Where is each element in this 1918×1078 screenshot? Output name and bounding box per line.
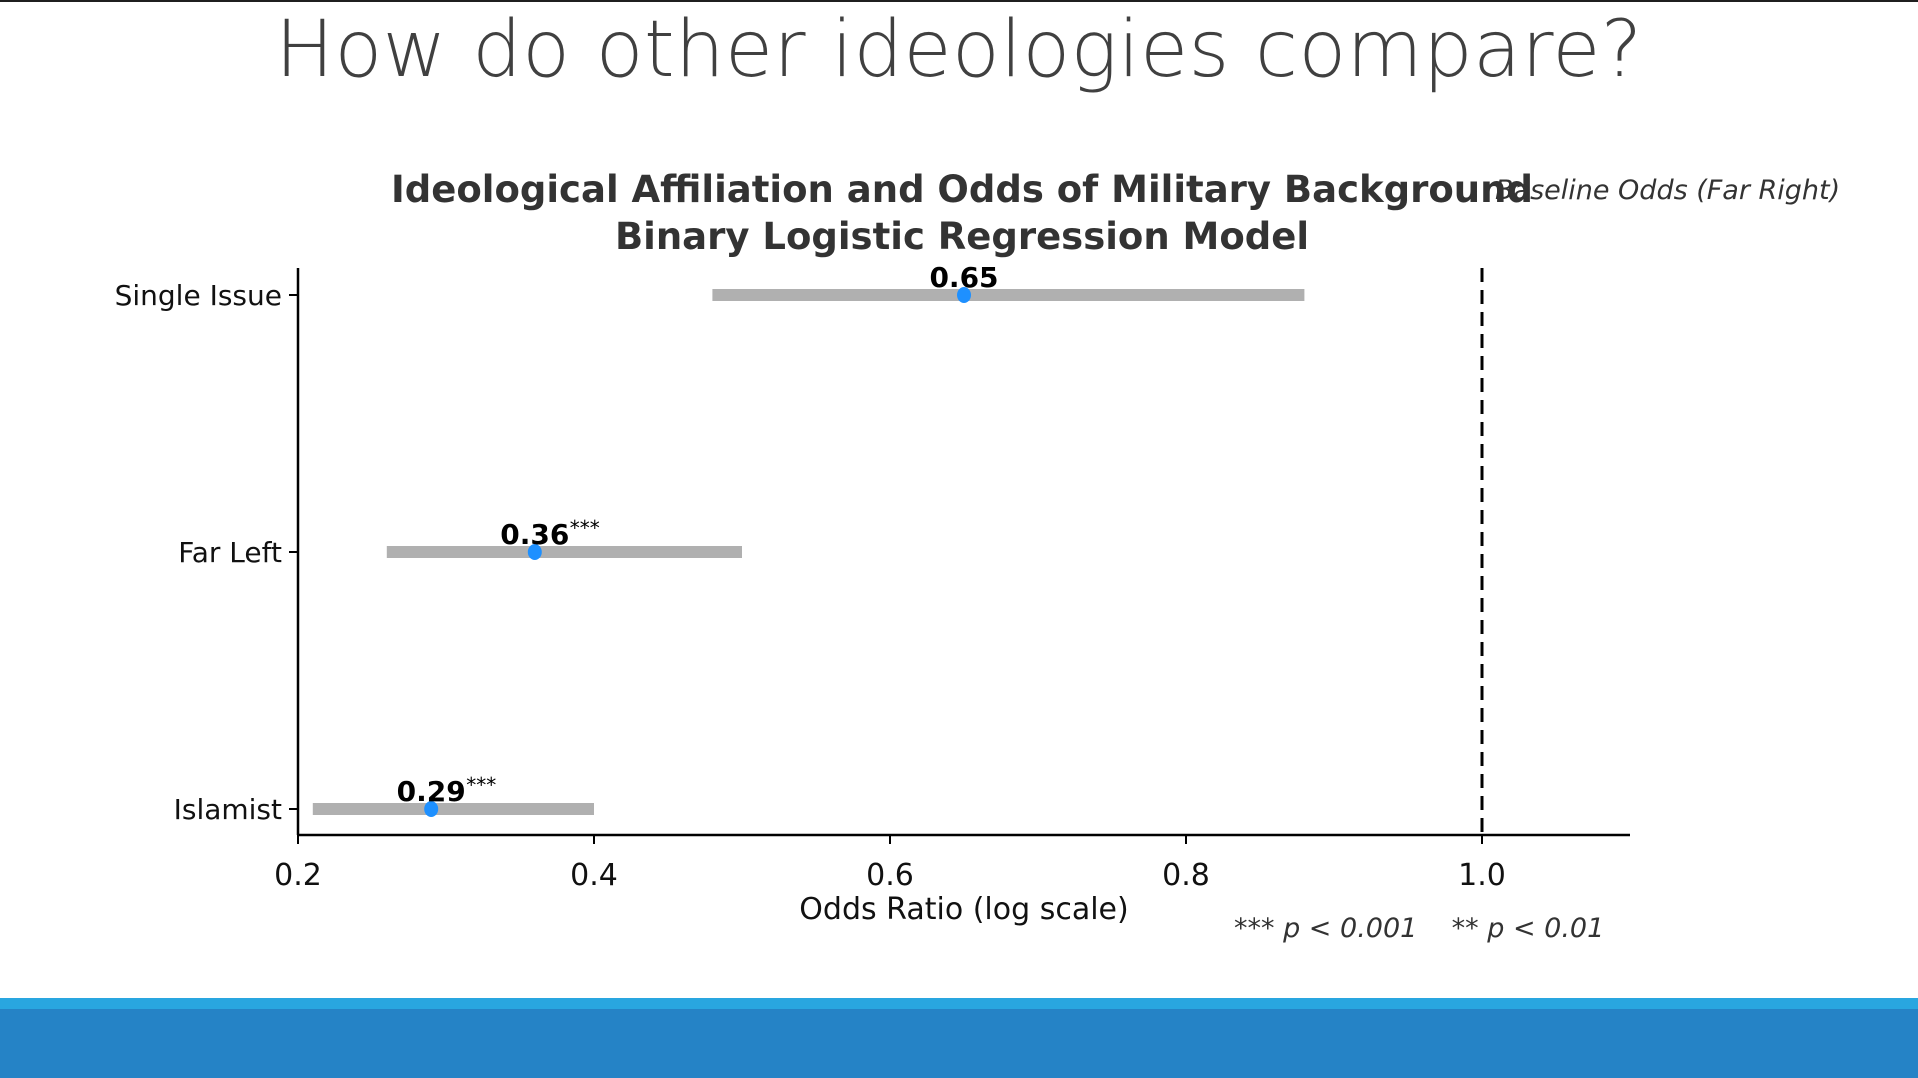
x-tick-label: 0.8: [1162, 858, 1210, 893]
top-rule: [0, 0, 1918, 2]
x-tick-label: 1.0: [1458, 858, 1506, 893]
y-tick-label: Islamist: [174, 793, 282, 826]
odds-ratio-point: [957, 287, 971, 303]
value-label: 0.29: [397, 775, 466, 808]
y-tick-label: Single Issue: [115, 279, 282, 312]
odds-ratio-point: [424, 801, 439, 817]
ci-bar: [312, 803, 594, 815]
value-label: 0.36: [500, 518, 569, 551]
significance-stars: ***: [466, 773, 496, 797]
value-label: 0.65: [929, 261, 998, 294]
chart-subtitle: Binary Logistic Regression Model: [615, 215, 1309, 258]
footer-stripe: [0, 998, 1918, 1009]
x-tick-label: 0.4: [570, 858, 618, 893]
significance-note: *** p < 0.001 ** p < 0.01: [1234, 913, 1604, 944]
footer-band: [0, 1009, 1918, 1078]
ci-bar: [712, 289, 1305, 301]
forest-plot: Ideological Affiliation and Odds of Mili…: [115, 168, 1841, 944]
x-axis-label: Odds Ratio (log scale): [799, 892, 1128, 927]
y-tick-label: Far Left: [178, 536, 282, 569]
x-tick-label: 0.2: [274, 858, 322, 893]
ci-bar: [386, 546, 742, 558]
odds-ratio-point: [527, 544, 542, 560]
slide-title: How do other ideologies compare?: [275, 5, 1643, 95]
chart-title: Ideological Affiliation and Odds of Mili…: [391, 168, 1533, 211]
x-tick-label: 0.6: [866, 858, 914, 893]
significance-stars: ***: [570, 516, 600, 540]
reference-label: Baseline Odds (Far Right): [1495, 175, 1840, 206]
